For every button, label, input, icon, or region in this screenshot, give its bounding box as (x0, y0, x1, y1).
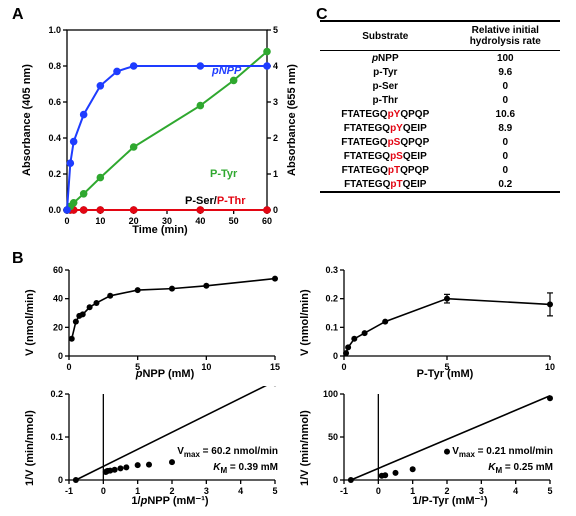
svg-text:0: 0 (341, 362, 346, 372)
svg-text:0: 0 (273, 205, 278, 215)
svg-text:0.2: 0.2 (325, 294, 338, 304)
substrate-cell: p-Thr (320, 93, 451, 107)
hydrolysis-table: Substrate Relative initial hydrolysis ra… (320, 20, 560, 193)
svg-text:20: 20 (53, 322, 63, 332)
table-row: FTATEGQpSQPQP0 (320, 135, 560, 149)
svg-text:0.2: 0.2 (48, 169, 61, 179)
sat-ptyr-xlabel: P-Tyr (mM) (395, 368, 495, 380)
svg-text:50: 50 (229, 216, 239, 226)
svg-text:0.6: 0.6 (48, 97, 61, 107)
table-row: p-Tyr9.6 (320, 65, 560, 79)
svg-text:-1: -1 (65, 486, 73, 496)
svg-text:5: 5 (272, 486, 277, 496)
table-row: FTATEGQpTQEIP0.2 (320, 177, 560, 192)
svg-text:0.4: 0.4 (48, 133, 61, 143)
lb-ptyr-ylabel: 1/V (min/nmol) (299, 408, 311, 488)
series-label-pnpp: pNPP (212, 65, 241, 77)
svg-text:0: 0 (58, 475, 63, 485)
rate-cell: 0 (451, 163, 560, 177)
svg-text:15: 15 (270, 362, 280, 372)
table-header-substrate: Substrate (320, 21, 451, 51)
svg-text:2: 2 (273, 133, 278, 143)
svg-text:4: 4 (513, 486, 518, 496)
svg-text:0.8: 0.8 (48, 61, 61, 71)
lb-ptyr-xlabel: 1/P-Tyr (mM⁻¹) (390, 494, 510, 507)
table-row: p-Ser0 (320, 79, 560, 93)
rate-cell: 100 (451, 51, 560, 66)
rate-cell: 8.9 (451, 121, 560, 135)
rate-cell: 0 (451, 79, 560, 93)
panel-label-b: B (12, 250, 24, 268)
panel-a-chart: 01020304050600.00.20.40.60.81.0012345 (25, 20, 305, 240)
svg-text:5: 5 (273, 25, 278, 35)
svg-text:1: 1 (273, 169, 278, 179)
svg-text:10: 10 (545, 362, 555, 372)
svg-text:4: 4 (238, 486, 243, 496)
svg-text:0: 0 (333, 351, 338, 361)
series-label-pser-pthr: P-Ser/P-Thr (185, 195, 246, 207)
svg-text:4: 4 (273, 61, 278, 71)
substrate-cell: FTATEGQpTQEIP (320, 177, 451, 192)
chart-saturation-ptyr: 051000.10.20.3 (300, 262, 560, 382)
rate-cell: 0 (451, 135, 560, 149)
sat-pnpp-xlabel: pNPP (mM) (115, 368, 215, 380)
svg-text:0.1: 0.1 (50, 432, 63, 442)
svg-text:60: 60 (262, 216, 272, 226)
svg-text:-1: -1 (340, 486, 348, 496)
chart-saturation-pnpp: 0510150204060 (25, 262, 285, 382)
svg-text:10: 10 (95, 216, 105, 226)
substrate-cell: FTATEGQpYQEIP (320, 121, 451, 135)
sat-ptyr-ylabel: V (nmol/min) (299, 288, 311, 358)
rate-cell: 0.2 (451, 177, 560, 192)
substrate-cell: p-Ser (320, 79, 451, 93)
svg-text:100: 100 (323, 389, 338, 399)
table-row: pNPP100 (320, 51, 560, 66)
panel-label-a: A (12, 6, 24, 24)
svg-text:0: 0 (333, 475, 338, 485)
table-row: FTATEGQpSQEIP0 (320, 149, 560, 163)
lb-pnpp-ylabel: 1/V (min/nmol) (24, 408, 36, 488)
svg-text:0.0: 0.0 (48, 205, 61, 215)
svg-text:0: 0 (376, 486, 381, 496)
panel-a-ylabel-left: Absorbance (405 nm) (21, 55, 33, 185)
svg-text:5: 5 (547, 486, 552, 496)
rate-cell: 9.6 (451, 65, 560, 79)
svg-text:1.0: 1.0 (48, 25, 61, 35)
panel-a-ylabel-right: Absorbance (655 nm) (286, 55, 298, 185)
svg-text:0: 0 (66, 362, 71, 372)
substrate-cell: FTATEGQpSQEIP (320, 149, 451, 163)
svg-text:0: 0 (58, 351, 63, 361)
series-label-ptyr: P-Tyr (210, 168, 237, 180)
substrate-cell: FTATEGQpYQPQP (320, 107, 451, 121)
svg-text:40: 40 (53, 294, 63, 304)
table-row: p-Thr0 (320, 93, 560, 107)
rate-cell: 0 (451, 149, 560, 163)
lb-pnpp-xlabel: 1/pNPP (mM⁻¹) (110, 494, 230, 507)
substrate-cell: FTATEGQpSQPQP (320, 135, 451, 149)
svg-text:0: 0 (64, 216, 69, 226)
kinetics-pnpp: Vmax = 60.2 nmol/min KM = 0.39 mM (158, 445, 278, 477)
svg-text:0.3: 0.3 (325, 265, 338, 275)
table-header-rate: Relative initial hydrolysis rate (451, 21, 560, 51)
panel-a-xlabel: Time (min) (110, 224, 210, 236)
svg-text:0: 0 (101, 486, 106, 496)
svg-text:0.1: 0.1 (325, 322, 338, 332)
svg-text:60: 60 (53, 265, 63, 275)
rate-cell: 10.6 (451, 107, 560, 121)
substrate-cell: FTATEGQpTQPQP (320, 163, 451, 177)
svg-text:3: 3 (273, 97, 278, 107)
kinetics-ptyr: Vmax = 0.21 nmol/min KM = 0.25 mM (433, 445, 553, 477)
svg-text:50: 50 (328, 432, 338, 442)
table-row: FTATEGQpTQPQP0 (320, 163, 560, 177)
substrate-cell: pNPP (320, 51, 451, 66)
sat-pnpp-ylabel: V (nmol/min) (24, 288, 36, 358)
rate-cell: 0 (451, 93, 560, 107)
svg-text:0.2: 0.2 (50, 389, 63, 399)
substrate-cell: p-Tyr (320, 65, 451, 79)
table-row: FTATEGQpYQEIP8.9 (320, 121, 560, 135)
table-row: FTATEGQpYQPQP10.6 (320, 107, 560, 121)
